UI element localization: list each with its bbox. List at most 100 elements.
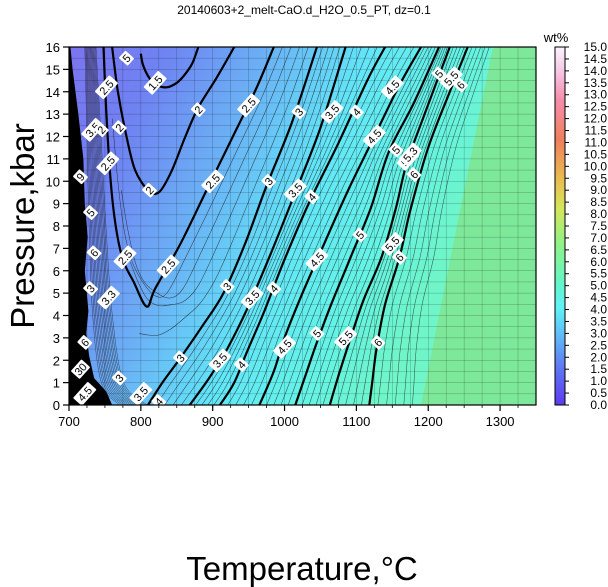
dense-contour-band	[69, 47, 113, 405]
x-axis: 700 800 900 1000 1100 1200 1300	[58, 405, 519, 429]
colorbar-tick-label: 10.0	[584, 159, 608, 173]
colorbar-tick-label: 14.0	[584, 64, 608, 78]
y-tick-label: 10	[46, 174, 60, 189]
colorbar-tick-label: 6.5	[590, 243, 607, 257]
contour-label: 4	[234, 357, 249, 373]
contour-line-2	[111, 47, 236, 196]
y-tick-label: 0	[53, 398, 60, 413]
colorbar-tick-label: 7.5	[590, 219, 607, 233]
colorbar-tick-label: 4.0	[590, 303, 607, 317]
minor-contour-line	[129, 47, 300, 307]
minor-contour-line	[403, 47, 486, 405]
y-tick-label: 15	[46, 62, 60, 77]
y-tick-label: 13	[46, 107, 60, 122]
colorbar-tick-label: 8.5	[590, 195, 607, 209]
colorbar-tick-label: 13.5	[584, 76, 608, 90]
minor-contour-line	[181, 47, 341, 405]
contour-label: 6	[406, 167, 422, 182]
contour-label: 6	[453, 77, 468, 93]
y-tick-label: 4	[53, 309, 60, 324]
minor-contour-line	[308, 47, 444, 405]
minor-contour-line	[394, 47, 481, 405]
x-tick-label: 700	[58, 414, 80, 429]
minor-contour-line	[164, 47, 329, 405]
contour-line-5	[294, 47, 441, 405]
grid-lines	[69, 47, 536, 405]
colorbar-tick-label: 3.5	[590, 314, 607, 328]
contour-label: 6	[370, 335, 386, 350]
y-tick-label: 9	[53, 197, 60, 212]
minor-contour-line	[84, 47, 120, 405]
minor-contour-line	[227, 47, 393, 405]
minor-contour-line	[85, 47, 122, 405]
minor-contour-line	[243, 47, 407, 405]
contour-label: 3	[261, 173, 277, 189]
colorbar-tick-label: 3.0	[590, 326, 607, 340]
chart-title: 20140603+2_melt-CaO.d_H2O_0.5_PT, dz=0.1	[177, 3, 431, 17]
contour-label: 6	[86, 245, 102, 261]
colorbar-tick-label: 10.5	[584, 147, 608, 161]
contour-label: 5	[119, 50, 134, 66]
colorbar-ticks: 0.00.51.01.52.02.53.03.54.04.55.05.56.06…	[565, 40, 607, 412]
minor-contour-line	[207, 47, 370, 405]
colorbar-tick-label: 1.0	[590, 374, 607, 388]
contour-line-1-5	[139, 47, 200, 89]
x-tick-label: 1300	[486, 414, 515, 429]
minor-contour-line	[386, 47, 477, 405]
contour-label: 5	[431, 66, 447, 82]
colorbar-tick-label: 2.0	[590, 350, 607, 364]
y-tick-label: 11	[47, 152, 61, 167]
colorbar-tick-label: 11.5	[585, 124, 608, 138]
minor-contour-line	[235, 47, 400, 405]
y-tick-label: 7	[53, 241, 60, 256]
x-tick-label: 1200	[414, 414, 443, 429]
contour-label: 6	[77, 335, 93, 350]
contour-label: 5	[83, 205, 98, 220]
contour-line-2-5	[102, 47, 275, 308]
x-axis-label: Temperature,°C	[186, 550, 417, 587]
minor-contour-line	[172, 47, 335, 405]
contour-label: 2	[111, 120, 127, 135]
colorbar-tick-label: 9.0	[590, 183, 607, 197]
contour-label: 3	[111, 370, 127, 386]
colorbar-tick-label: 11.0	[585, 135, 608, 149]
contour-label: 2	[93, 122, 109, 138]
contour-label: 4	[349, 104, 364, 120]
y-tick-label: 2	[53, 353, 60, 368]
saturated-region	[421, 47, 536, 405]
contour-label: 6	[392, 249, 407, 265]
minor-contour-line	[337, 47, 454, 405]
colorbar-tick-label: 0.5	[590, 386, 607, 400]
colorbar-tick-label: 13.0	[584, 88, 608, 102]
minor-contour-line	[287, 47, 436, 405]
y-tick-label: 14	[46, 85, 60, 100]
colorbar-tick-label: 12.5	[584, 100, 608, 114]
colorbar-tick-label: 0.0	[590, 398, 607, 412]
contour-line-3-5	[188, 47, 347, 405]
y-axis-label: Pressure,kbar	[4, 123, 41, 328]
minor-contour-line	[121, 47, 292, 299]
y-tick-label: 12	[46, 130, 60, 145]
contour-lines	[102, 47, 469, 405]
colorbar-label: wt%	[543, 30, 569, 45]
contour-label: 4	[266, 281, 282, 296]
minor-contour-line	[353, 47, 461, 405]
minor-contour-line	[412, 47, 490, 405]
contour-label: 4	[304, 189, 320, 205]
y-tick-label: 6	[53, 264, 60, 279]
contour-label: 2	[142, 182, 157, 198]
contour-label: 5	[352, 227, 368, 243]
contour-label: 2	[190, 102, 206, 118]
x-tick-label: 900	[202, 414, 224, 429]
minor-contour-line	[201, 47, 362, 405]
minor-contour-line	[213, 47, 378, 405]
minor-contour-line	[315, 47, 446, 405]
minor-contour-line	[139, 47, 309, 336]
y-tick-label: 3	[53, 331, 60, 346]
colorbar-tick-label: 5.0	[590, 279, 607, 293]
colorbar-tick-label: 9.5	[590, 171, 607, 185]
contour-label: 4	[151, 394, 167, 405]
